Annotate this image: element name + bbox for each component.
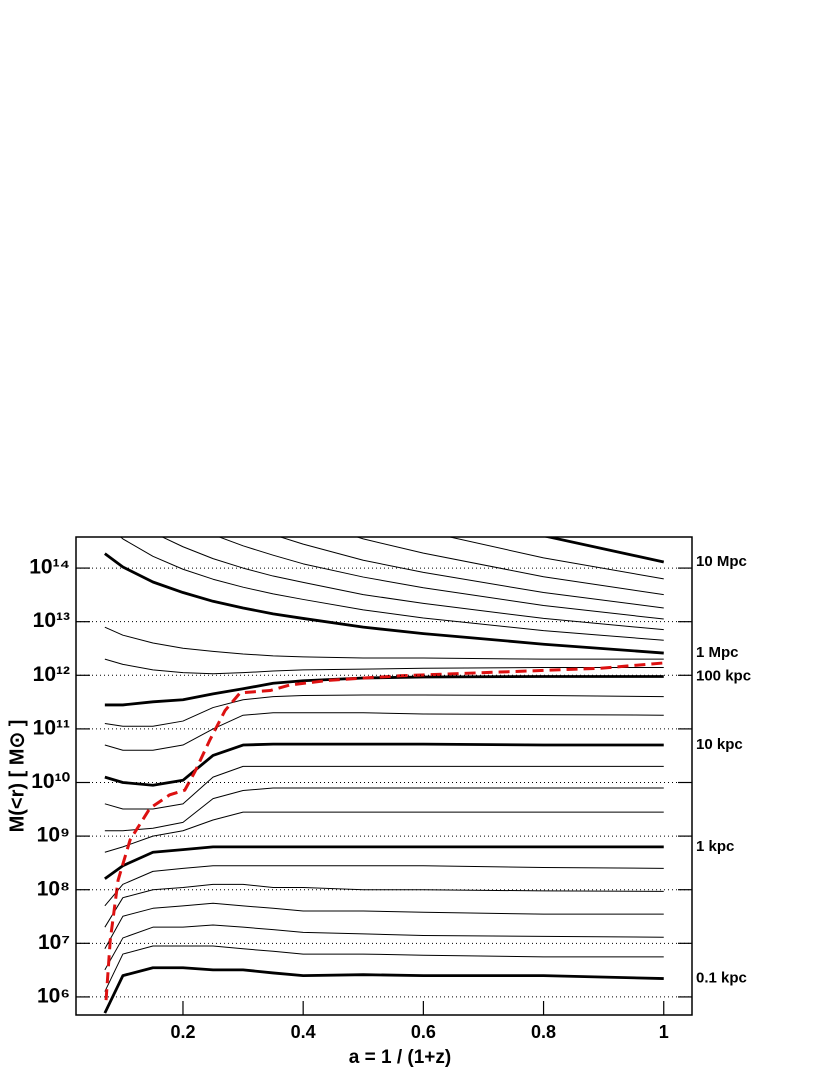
y-tick-label: 10¹² [33, 663, 70, 686]
series-line [104, 712, 664, 751]
y-tick-label: 10⁶ [37, 984, 70, 1007]
series-line [355, 537, 664, 596]
x-tick-label: 0.4 [291, 1022, 316, 1042]
series-line [104, 902, 664, 950]
series-line [104, 865, 664, 907]
series-line [161, 537, 664, 631]
x-tick-label: 0.2 [170, 1022, 195, 1042]
x-tick-label: 1 [659, 1022, 669, 1042]
series-line [542, 537, 665, 564]
y-tick-label: 10⁸ [37, 877, 70, 900]
y-tick-label: 10⁷ [38, 931, 70, 954]
series-line [104, 694, 664, 727]
series-label: 100 kpc [696, 667, 751, 684]
y-axis-label: M(<r) [ M⊙ ] [6, 720, 28, 833]
plot-area [103, 537, 665, 1014]
series-line [217, 537, 664, 620]
series-label: 1 Mpc [696, 644, 739, 661]
series-line [104, 787, 664, 832]
y-tick-label: 10⁹ [37, 824, 70, 847]
series-line [119, 537, 664, 641]
series-line [104, 765, 664, 810]
y-tick-label: 10¹³ [33, 609, 70, 632]
series-line [104, 742, 664, 787]
x-tick-label: 0.6 [411, 1022, 436, 1042]
series-line [278, 537, 664, 609]
series-label: 1 kpc [696, 838, 734, 855]
series-line [104, 945, 664, 992]
series-label: 10 Mpc [696, 553, 747, 570]
series-line [104, 845, 664, 880]
y-tick-label: 10¹⁴ [29, 556, 70, 579]
x-tick-label: 0.8 [531, 1022, 556, 1042]
series-line [103, 966, 664, 1014]
series-line [104, 658, 664, 675]
y-tick-label: 10¹¹ [33, 716, 70, 739]
x-axis-label: a = 1 / (1+z) [349, 1047, 451, 1068]
series-label: 10 kpc [696, 736, 743, 753]
series-line [447, 537, 664, 580]
series-line [104, 811, 664, 853]
series-line [104, 883, 664, 928]
series-line [104, 675, 664, 707]
series-line [104, 924, 664, 971]
series-label: 0.1 kpc [696, 970, 747, 987]
series-line [104, 552, 664, 655]
series-line [104, 626, 664, 660]
plot-frame [75, 536, 693, 1016]
y-tick-label: 10¹⁰ [31, 770, 70, 793]
